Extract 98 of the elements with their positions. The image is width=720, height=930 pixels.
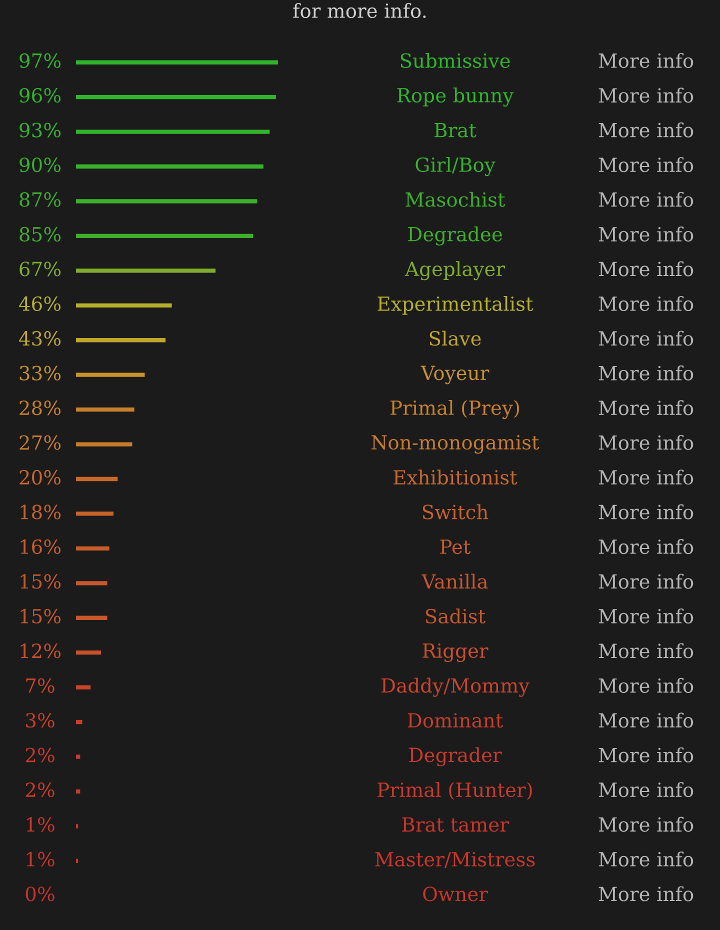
data-label: 12% <box>20 644 61 658</box>
y-tick-label: Girl/Boy <box>416 156 496 176</box>
y-tick-label: Submissive <box>400 52 510 68</box>
y-tick-label: Degradee <box>408 226 502 246</box>
data-label: 16% <box>20 539 61 554</box>
data-label: 46% <box>18 296 61 312</box>
text: More info <box>598 330 694 346</box>
text: More info <box>598 226 694 242</box>
text: More info <box>598 261 694 276</box>
text: More info <box>598 52 694 68</box>
text: More info <box>598 608 694 624</box>
text: More info <box>598 157 694 172</box>
data-label: 93% <box>20 122 61 138</box>
data-label: 15% <box>20 574 61 589</box>
bar <box>76 581 108 586</box>
y-tick-label: Non-monogamist <box>372 435 540 454</box>
bar <box>76 789 80 794</box>
y-tick-label: Slave <box>430 330 481 346</box>
y-tick-label: Voyeur <box>420 366 490 384</box>
text: for more info. <box>293 3 426 18</box>
bar <box>76 442 132 446</box>
y-tick-label: Brat <box>434 122 476 138</box>
text: More info <box>598 852 694 867</box>
y-tick-label: Brat tamer <box>402 817 509 832</box>
bar <box>76 268 216 273</box>
data-label: 20% <box>20 470 61 485</box>
text: More info <box>598 886 694 902</box>
y-tick-label: Pet <box>440 540 471 554</box>
data-label: 90% <box>20 157 61 172</box>
text: More info <box>598 574 694 589</box>
data-label: 15% <box>20 608 61 624</box>
y-tick-label: Dominant <box>408 713 504 728</box>
bar <box>76 616 108 620</box>
text: More info <box>598 678 694 693</box>
bar <box>76 164 264 169</box>
data-label: 2% <box>26 748 54 762</box>
text: More info <box>598 296 694 312</box>
bar <box>76 199 258 204</box>
data-label: 97% <box>20 53 61 68</box>
y-tick-label: Rigger <box>422 643 488 662</box>
data-label: 7% <box>26 678 54 693</box>
y-tick-label: Owner <box>423 886 488 902</box>
bar <box>76 130 270 134</box>
y-tick-label: Experimentalist <box>378 296 534 315</box>
data-label: 96% <box>20 88 61 103</box>
bar <box>76 650 101 655</box>
bar <box>76 546 110 551</box>
y-tick-label: Degrader <box>409 747 502 766</box>
bar <box>76 754 80 759</box>
y-tick-label: Primal (Hunter) <box>378 782 532 800</box>
data-label: 85% <box>20 226 61 242</box>
data-label: 27% <box>20 435 61 450</box>
data-label: 1% <box>26 852 54 867</box>
text: More info <box>598 643 694 658</box>
data-label: 1% <box>26 817 54 832</box>
text: More info <box>598 88 694 103</box>
y-tick-label: Master/Mistress <box>375 852 535 868</box>
bar <box>76 94 276 100</box>
text: More info <box>598 712 694 728</box>
y-tick-label: Masochist <box>406 192 506 207</box>
bar <box>76 512 114 516</box>
bar <box>76 407 134 412</box>
data-label: 2% <box>26 782 54 798</box>
text: More info <box>598 782 694 798</box>
bar <box>76 303 172 308</box>
y-tick-label: Sadist <box>426 608 486 624</box>
y-tick-label: Switch <box>422 504 488 520</box>
text: More info <box>598 122 694 138</box>
bar <box>76 234 254 238</box>
text: More info <box>598 816 694 832</box>
bar <box>76 476 118 482</box>
text: More info <box>598 539 694 554</box>
bar <box>76 338 166 342</box>
y-tick-label: Ageplayer <box>404 261 506 280</box>
text: More info <box>598 365 694 380</box>
data-label: 28% <box>20 400 61 416</box>
data-label: 43% <box>18 331 61 346</box>
y-tick-label: Rope bunny <box>397 88 514 107</box>
data-label: 87% <box>20 192 61 207</box>
text: More info <box>598 747 694 762</box>
y-tick-label: Daddy/Mommy <box>382 678 530 697</box>
data-label: 18% <box>20 504 61 520</box>
text: More info <box>598 470 694 485</box>
y-tick-label: Vanilla <box>421 574 488 589</box>
data-label: 33% <box>20 366 61 380</box>
text: More info <box>598 504 694 520</box>
data-label: 3% <box>26 712 54 728</box>
text: More info <box>598 400 694 416</box>
bar <box>76 685 91 690</box>
y-tick-label: Exhibitionist <box>394 470 518 485</box>
bar <box>76 720 82 724</box>
bar <box>76 372 145 377</box>
text: More info <box>598 192 694 207</box>
text: More info <box>598 434 694 450</box>
data-label: 67% <box>20 262 61 276</box>
y-tick-label: Primal (Prey) <box>390 400 519 420</box>
bar <box>76 60 278 64</box>
data-label: 0% <box>26 886 54 902</box>
